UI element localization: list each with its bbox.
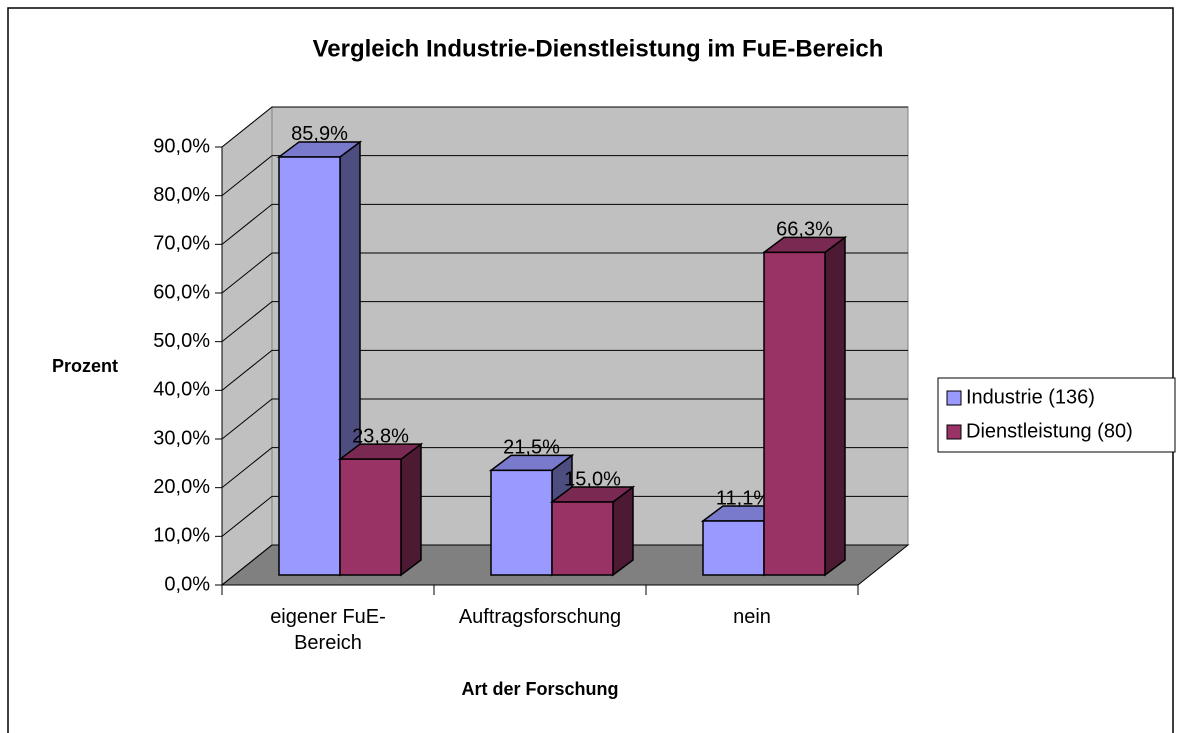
bar [276,140,363,577]
x-tick-label: nein [733,606,771,628]
bar [337,442,424,577]
grid-line [221,155,908,197]
bar-side [824,235,846,577]
y-tick-label: 20,0% [153,476,210,498]
bar [761,235,848,577]
x-tick-label: Auftragsforschung [458,606,622,628]
y-tick-label: 0,0% [164,573,210,595]
data-label: 66,3% [776,219,833,241]
grid-line [221,447,908,489]
legend-label: Dienstleistung (80) [966,420,1133,442]
grid-line [221,398,908,440]
data-label: 23,8% [352,425,409,447]
y-tick-label: 30,0% [153,427,210,449]
y-tick-label: 90,0% [153,135,210,157]
grid-line [221,106,908,148]
legend-label: Industrie (136) [966,386,1095,408]
x-tick-label: eigener FuE-Bereich [270,606,386,654]
y-tick-label: 80,0% [153,184,210,206]
data-label: 15,0% [564,468,621,490]
grid-line [221,495,908,537]
chart-title: Vergleich Industrie-Dienstleistung im Fu… [313,35,884,62]
data-label: 11,1% [716,487,771,509]
bar [549,485,636,577]
y-tick-label: 70,0% [153,233,210,255]
data-label: 85,9% [291,123,348,145]
x-axis-title: Art der Forschung [461,679,618,699]
grid-line [221,544,908,586]
legend-swatch [946,390,962,406]
bar-front [339,458,402,576]
bar-front [278,156,341,576]
bar-front [763,251,826,576]
grid-line [221,203,908,245]
bar-front [551,501,614,576]
side-wall [221,105,273,587]
grid-line [221,301,908,343]
grid-line [221,252,908,294]
y-tick-label: 10,0% [153,525,210,547]
grid-line [221,349,908,391]
y-tick-label: 40,0% [153,379,210,401]
y-axis-title: Prozent [52,356,118,376]
legend-swatch [946,424,962,440]
bar-side [400,442,422,577]
legend-box [937,377,1176,453]
y-tick-label: 60,0% [153,281,210,303]
bar-front [702,520,765,576]
bar-front [490,469,553,576]
data-label: 21,5% [503,437,560,459]
y-tick-label: 50,0% [153,330,210,352]
